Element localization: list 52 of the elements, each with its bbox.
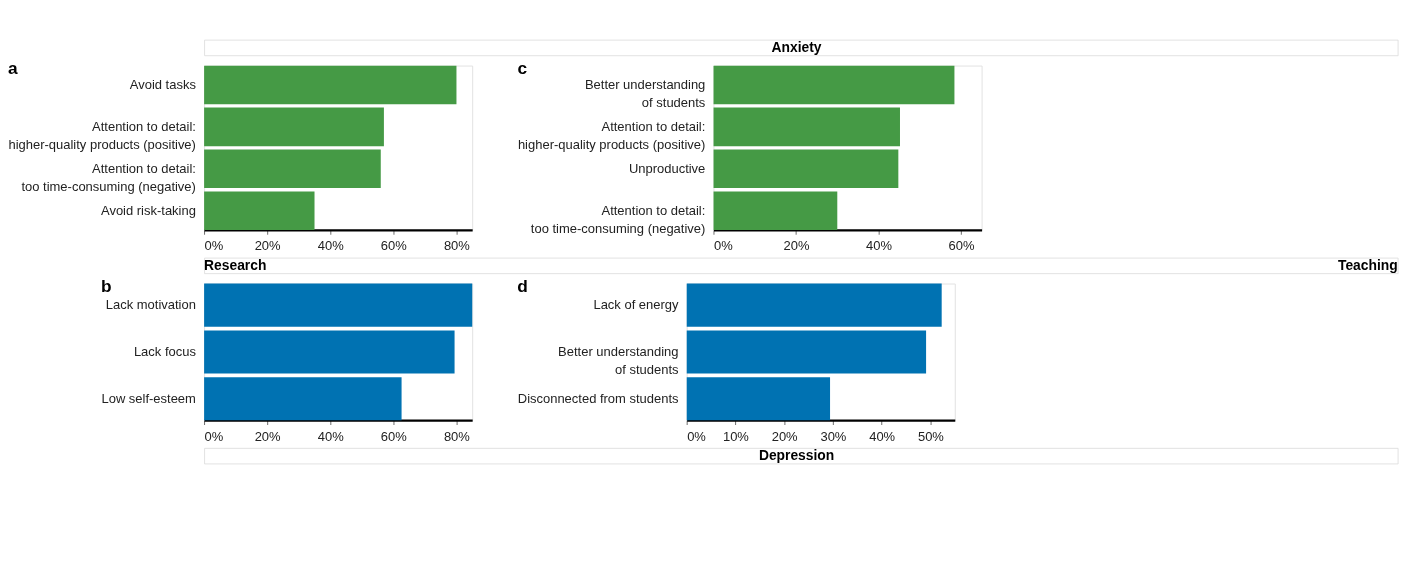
x-tick-label: 20% — [783, 238, 810, 254]
y-tick-label: Better understanding of students — [558, 344, 680, 378]
bar — [686, 330, 927, 374]
y-tick-label: Attention to detail: higher-quality products (positive) — [517, 119, 706, 153]
bar — [204, 191, 315, 230]
bar — [204, 377, 402, 421]
x-tick-label: 40% — [317, 428, 345, 444]
bar — [204, 107, 384, 147]
x-tick-label: 0% — [687, 428, 707, 444]
text: Depression — [758, 447, 835, 464]
y-tick-label: Attention to detail: higher-quality products (positive) — [8, 119, 196, 153]
x-tick-label: 20% — [254, 428, 282, 444]
text: Anxiety — [771, 38, 822, 55]
bar — [686, 377, 831, 421]
y-tick-label: Lack focus — [133, 344, 197, 360]
x-tick-label: 30% — [820, 428, 847, 444]
bar — [686, 283, 942, 327]
x-tick-label: 0% — [713, 238, 734, 254]
x-tick-label: 0% — [204, 428, 224, 444]
bar — [204, 330, 455, 374]
x-tick-label: 80% — [443, 428, 471, 444]
x-tick-label: 20% — [254, 238, 282, 254]
bar — [204, 149, 381, 189]
y-tick-label: Avoid tasks — [129, 77, 197, 93]
y-tick-label: Avoid risk-taking — [100, 203, 196, 219]
text: d — [517, 276, 528, 297]
text: Research — [204, 256, 267, 273]
text: a — [7, 58, 18, 79]
bar — [204, 65, 457, 105]
chart-title: b — [101, 276, 112, 297]
y-tick-label: Lack of energy — [593, 297, 680, 313]
x-tick-label: 20% — [771, 428, 799, 444]
y-tick-label: Lack motivation — [105, 297, 196, 313]
x-tick-label: 60% — [948, 238, 975, 254]
y-tick-label: Low self-esteem — [101, 391, 196, 407]
x-tick-label: 0% — [204, 238, 224, 254]
text: c — [517, 58, 528, 79]
x-tick-label: 40% — [869, 428, 896, 444]
y-tick-label: Unproductive — [628, 161, 706, 177]
y-tick-label: Disconnected from students — [517, 391, 680, 407]
x-tick-label: 40% — [317, 238, 345, 254]
y-tick-label: Better understanding of students — [584, 77, 706, 111]
x-tick-label: 40% — [865, 238, 893, 254]
x-tick-label: 80% — [443, 238, 471, 254]
x-tick-label: 50% — [917, 428, 945, 444]
bar — [204, 283, 473, 327]
y-tick-label: Attention to detail: too time-consuming (negative) — [21, 161, 196, 195]
y-tick-label: Attention to detail: too time-consuming (negative) — [530, 203, 706, 237]
x-tick-label: 10% — [722, 428, 750, 444]
text: Teaching — [1337, 256, 1398, 273]
x-tick-label: 60% — [380, 238, 408, 254]
x-tick-label: 60% — [380, 428, 408, 444]
